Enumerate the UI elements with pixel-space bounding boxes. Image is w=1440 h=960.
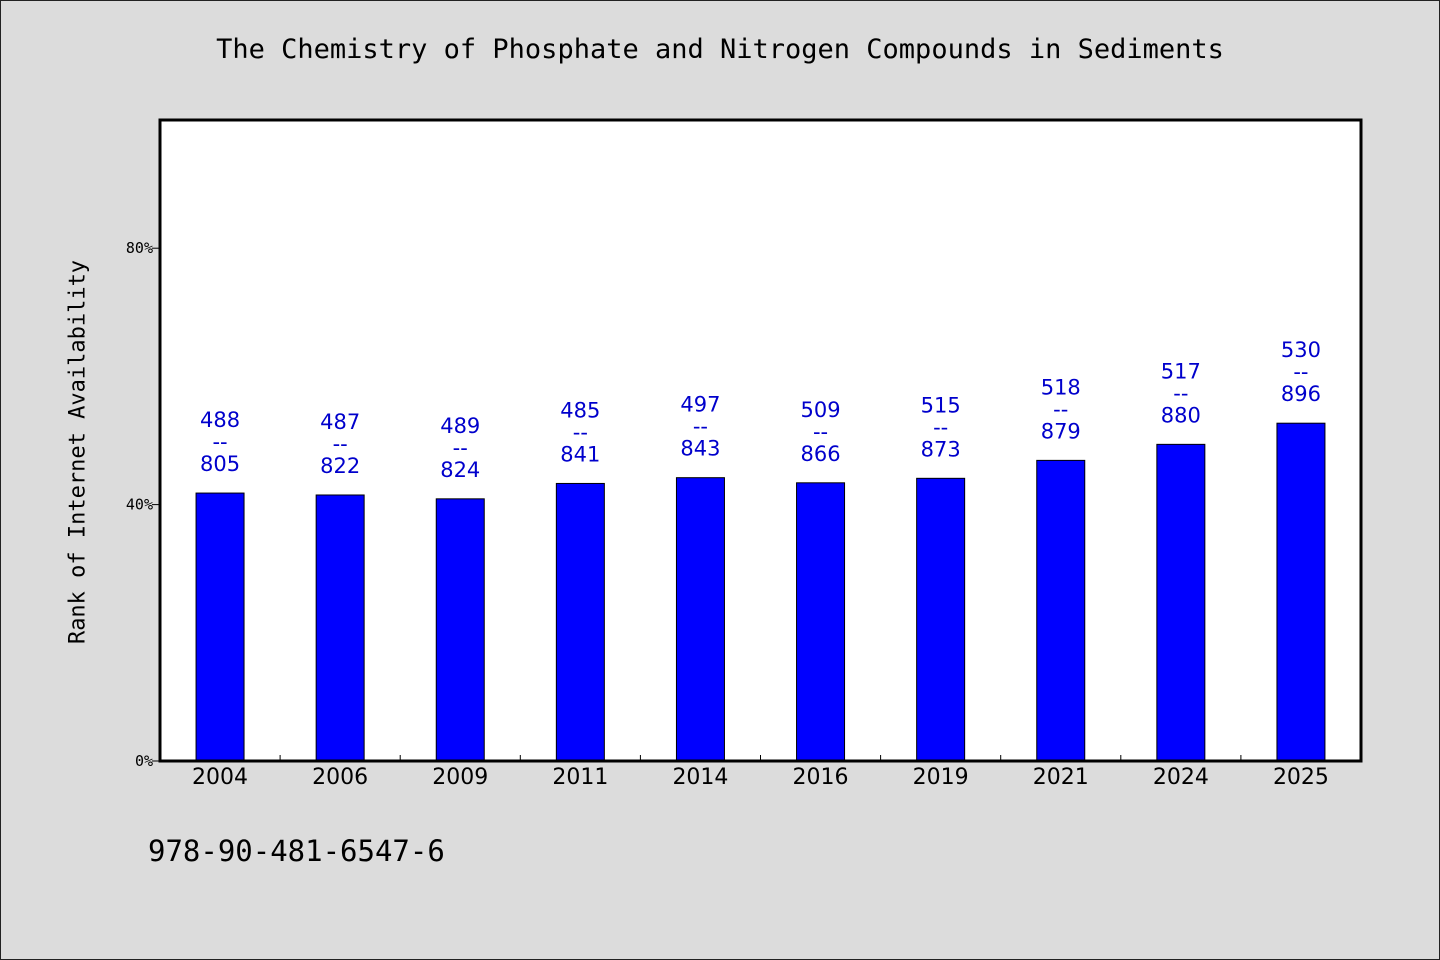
x-tick-label: 2006 [312, 765, 368, 790]
x-tick-label: 2016 [793, 765, 849, 790]
data-label: -- [212, 430, 227, 454]
data-label: -- [333, 432, 348, 456]
data-label: -- [693, 415, 708, 439]
data-label: 866 [801, 442, 841, 466]
chart-title: The Chemistry of Phosphate and Nitrogen … [216, 34, 1224, 65]
data-label: -- [573, 420, 588, 444]
x-tick-label: 2019 [913, 765, 969, 790]
data-label: -- [933, 415, 948, 439]
data-label: 880 [1161, 403, 1201, 427]
data-label: 824 [440, 458, 480, 482]
x-tick-label: 2021 [1033, 765, 1089, 790]
x-tick-label: 2025 [1273, 765, 1329, 790]
bar [435, 498, 485, 762]
data-label: 497 [680, 393, 720, 417]
data-label: 487 [320, 410, 360, 434]
bar [916, 477, 966, 762]
bar [1156, 443, 1206, 762]
bar [555, 482, 605, 762]
bar [195, 492, 245, 762]
data-label: 873 [921, 437, 961, 461]
data-label: 530 [1281, 338, 1321, 362]
y-tick-label: 80% [126, 239, 153, 257]
data-label: -- [1173, 381, 1188, 405]
isbn-text: 978-90-481-6547-6 [148, 834, 445, 868]
data-label: 489 [440, 414, 480, 438]
bar [315, 494, 365, 762]
data-label: 879 [1041, 419, 1081, 443]
x-tick-label: 2004 [192, 765, 248, 790]
data-label: 488 [200, 408, 240, 432]
bar [1036, 459, 1086, 762]
data-label: -- [1053, 397, 1068, 421]
data-label: 896 [1281, 382, 1321, 406]
data-label: -- [1293, 360, 1308, 384]
plot-border [158, 118, 1363, 763]
x-tick-label: 2014 [672, 765, 728, 790]
x-tick-label: 2011 [552, 765, 608, 790]
data-label: 518 [1041, 375, 1081, 399]
y-tick-label: 0% [135, 752, 153, 770]
data-label: 515 [921, 393, 961, 417]
bar [1276, 422, 1326, 762]
bar [796, 482, 846, 762]
data-label: 509 [801, 398, 841, 422]
x-tick-label: 2009 [432, 765, 488, 790]
data-label: 841 [560, 442, 600, 466]
x-tick-label: 2024 [1153, 765, 1209, 790]
data-label: 517 [1161, 359, 1201, 383]
data-label: 805 [200, 452, 240, 476]
data-label: 485 [560, 398, 600, 422]
data-label: 822 [320, 454, 360, 478]
bar [675, 477, 725, 762]
data-label: 843 [680, 437, 720, 461]
y-tick-label: 40% [126, 496, 153, 514]
data-label: -- [813, 420, 828, 444]
data-label: -- [453, 436, 468, 460]
